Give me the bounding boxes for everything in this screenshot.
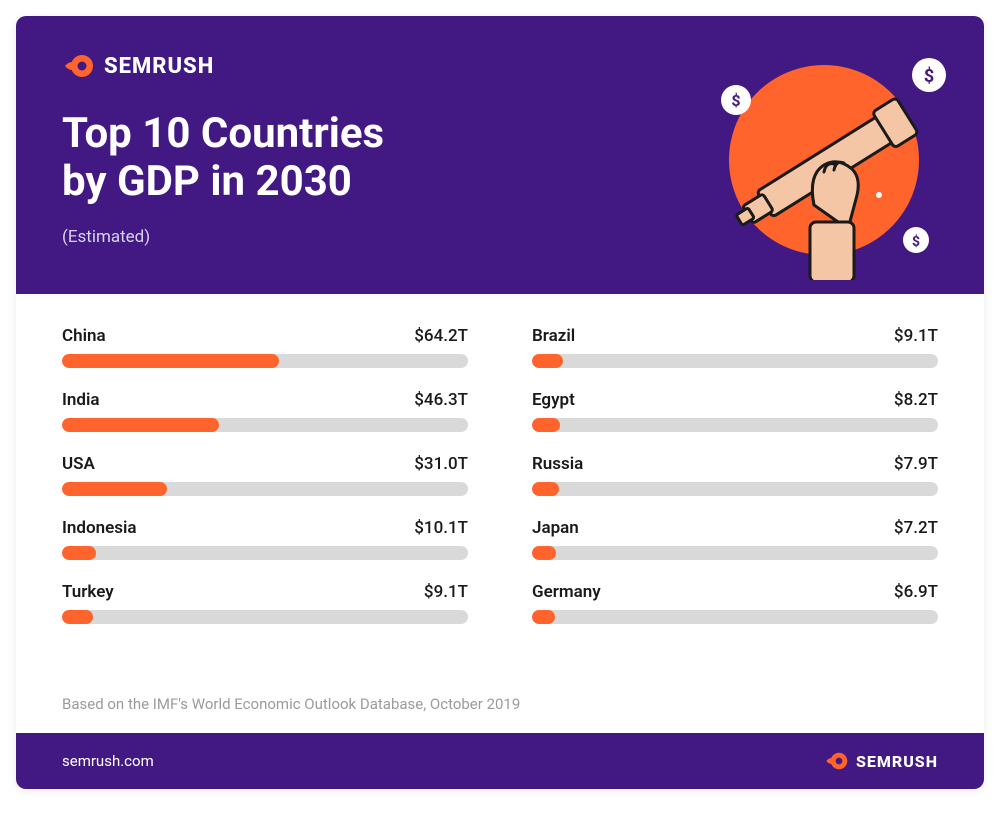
chart-row-labels: Turkey $9.1T (62, 582, 468, 602)
bar-track (62, 610, 468, 624)
chart-row-labels: Germany $6.9T (532, 582, 938, 602)
bar-track (532, 418, 938, 432)
page-title: Top 10 Countries by GDP in 2030 (62, 110, 582, 207)
country-label: India (62, 390, 100, 410)
bar-track (532, 546, 938, 560)
chart-row: India $46.3T (62, 390, 468, 432)
title-line-1: Top 10 Countries (62, 109, 384, 158)
bar-fill (532, 546, 556, 560)
source-note: Based on the IMF's World Economic Outloo… (16, 695, 984, 733)
country-label: Japan (532, 518, 579, 538)
chart-row-labels: China $64.2T (62, 326, 468, 346)
value-label: $6.9T (894, 582, 938, 602)
brand-name: SEMRUSH (104, 54, 214, 79)
bar-track (532, 354, 938, 368)
value-label: $64.2T (414, 326, 468, 346)
value-label: $46.3T (414, 390, 468, 410)
country-label: USA (62, 454, 95, 474)
svg-text:$: $ (924, 66, 934, 87)
bar-fill (532, 418, 560, 432)
chart-row: Russia $7.9T (532, 454, 938, 496)
chart-row-labels: Russia $7.9T (532, 454, 938, 474)
bar-fill (62, 418, 219, 432)
bar-fill (62, 546, 96, 560)
chart-row-labels: Brazil $9.1T (532, 326, 938, 346)
value-label: $7.2T (894, 518, 938, 538)
bar-track (62, 418, 468, 432)
chart-column-left: China $64.2T India $46.3T USA $31.0T Indonesia… (62, 326, 468, 685)
header: SEMRUSH Top 10 Countries by GDP in 2030 … (16, 16, 984, 294)
country-label: China (62, 326, 106, 346)
chart-row-labels: Egypt $8.2T (532, 390, 938, 410)
chart-row: Brazil $9.1T (532, 326, 938, 368)
bar-fill (532, 610, 555, 624)
chart-row: Turkey $9.1T (62, 582, 468, 624)
chart-row-labels: India $46.3T (62, 390, 468, 410)
bar-fill (62, 482, 167, 496)
value-label: $10.1T (414, 518, 468, 538)
svg-text:$: $ (731, 91, 740, 110)
svg-text:$: $ (912, 233, 920, 250)
bar-track (62, 354, 468, 368)
bar-fill (62, 354, 279, 368)
infographic-card: SEMRUSH Top 10 Countries by GDP in 2030 … (16, 16, 984, 789)
bar-track (532, 482, 938, 496)
chart-row: USA $31.0T (62, 454, 468, 496)
country-label: Brazil (532, 326, 575, 346)
country-label: Indonesia (62, 518, 137, 538)
chart-row: Germany $6.9T (532, 582, 938, 624)
chart-row-labels: USA $31.0T (62, 454, 468, 474)
bar-fill (62, 610, 93, 624)
chart-row: China $64.2T (62, 326, 468, 368)
chart-row: Egypt $8.2T (532, 390, 938, 432)
footer-brand-name: SEMRUSH (856, 752, 938, 771)
chart-row-labels: Indonesia $10.1T (62, 518, 468, 538)
semrush-flame-icon (824, 749, 848, 773)
value-label: $8.2T (894, 390, 938, 410)
chart-column-right: Brazil $9.1T Egypt $8.2T Russia $7.9T Japan $7.… (532, 326, 938, 685)
country-label: Turkey (62, 582, 114, 602)
country-label: Germany (532, 582, 601, 602)
bar-track (62, 482, 468, 496)
value-label: $9.1T (894, 326, 938, 346)
bar-fill (532, 354, 563, 368)
country-label: Russia (532, 454, 583, 474)
chart-row: Indonesia $10.1T (62, 518, 468, 560)
bar-track (62, 546, 468, 560)
value-label: $9.1T (424, 582, 468, 602)
country-label: Egypt (532, 390, 575, 410)
footer: semrush.com SEMRUSH (16, 733, 984, 789)
chart-body: China $64.2T India $46.3T USA $31.0T Indonesia… (16, 294, 984, 695)
footer-site: semrush.com (62, 752, 154, 770)
title-line-2: by GDP in 2030 (62, 157, 352, 206)
bar-track (532, 610, 938, 624)
bar-fill (532, 482, 559, 496)
value-label: $31.0T (414, 454, 468, 474)
semrush-flame-icon (62, 50, 94, 82)
chart-row-labels: Japan $7.2T (532, 518, 938, 538)
chart-row: Japan $7.2T (532, 518, 938, 560)
value-label: $7.9T (894, 454, 938, 474)
telescope-illustration: $ $ $ (664, 40, 954, 280)
footer-brand: SEMRUSH (824, 749, 938, 773)
